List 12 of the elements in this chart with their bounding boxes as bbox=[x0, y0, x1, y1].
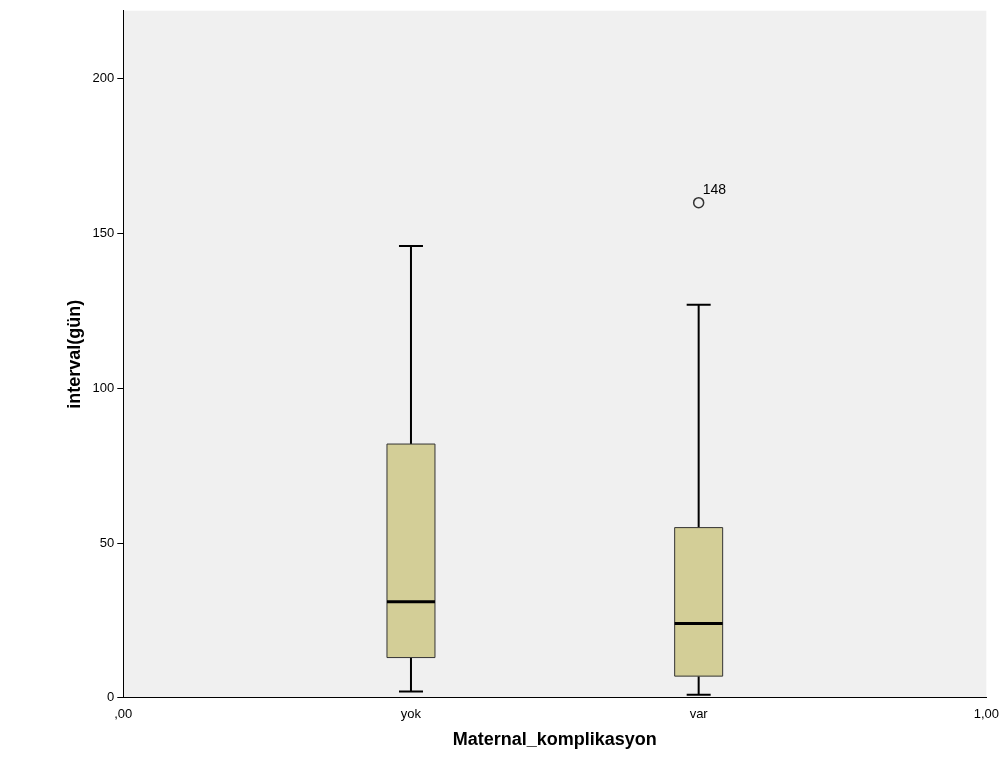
x-tick-label: ,00 bbox=[114, 706, 133, 722]
y-tick-label: 200 bbox=[92, 70, 115, 86]
y-tick-label: 100 bbox=[92, 379, 115, 395]
y-tick-label: 0 bbox=[107, 689, 115, 705]
x-tick-label: var bbox=[689, 706, 709, 722]
y-tick-label: 50 bbox=[99, 534, 115, 550]
x-tick-label: yok bbox=[400, 706, 422, 722]
y-axis-title: interval(gün) bbox=[63, 299, 84, 409]
x-tick-label: 1,00 bbox=[973, 706, 1000, 722]
annotation: 148 bbox=[702, 180, 727, 197]
x-axis-title: Maternal_komplikasyon bbox=[452, 729, 657, 750]
y-tick-label: 150 bbox=[92, 225, 115, 241]
